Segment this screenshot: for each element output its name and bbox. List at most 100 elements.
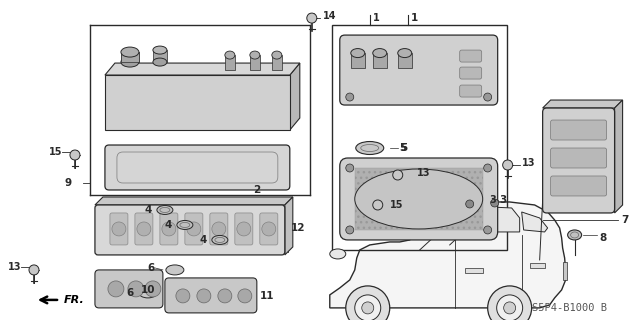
FancyBboxPatch shape [460,85,482,97]
Polygon shape [285,197,293,255]
FancyBboxPatch shape [550,120,606,140]
FancyBboxPatch shape [95,205,285,255]
Circle shape [176,289,190,303]
Bar [153,50,167,62]
FancyArrowPatch shape [40,297,57,303]
Bar [351,53,365,68]
FancyBboxPatch shape [95,270,163,308]
FancyBboxPatch shape [110,213,128,245]
Circle shape [237,222,251,236]
Circle shape [484,226,492,234]
Polygon shape [415,208,455,232]
Text: 3: 3 [499,195,507,205]
Circle shape [362,302,374,314]
Ellipse shape [272,51,282,59]
Text: 8: 8 [599,233,607,243]
Ellipse shape [157,205,173,214]
Ellipse shape [153,46,167,54]
Ellipse shape [153,58,167,66]
Ellipse shape [398,49,412,58]
Bar [331,25,507,250]
Ellipse shape [212,236,228,244]
Bar [250,55,260,70]
Circle shape [484,93,492,101]
Circle shape [373,200,383,210]
FancyBboxPatch shape [260,213,278,245]
Circle shape [262,222,276,236]
Text: 6: 6 [126,288,134,298]
Circle shape [465,200,474,208]
Bar [170,282,252,309]
Text: 1: 1 [373,13,379,23]
Text: 5: 5 [400,143,407,153]
Circle shape [137,222,151,236]
Circle shape [197,289,211,303]
Ellipse shape [166,265,184,275]
Ellipse shape [139,288,157,298]
Circle shape [108,281,124,297]
Polygon shape [455,207,520,232]
Circle shape [346,226,353,234]
Bar [530,263,545,268]
Polygon shape [330,202,565,308]
Ellipse shape [121,57,139,67]
Text: 5: 5 [400,143,406,153]
Bar [121,52,139,62]
FancyBboxPatch shape [235,213,253,245]
Circle shape [355,295,381,320]
Text: 6: 6 [148,263,155,273]
Bar [113,150,282,185]
Text: 4: 4 [165,220,172,230]
Circle shape [218,289,232,303]
Bar [105,75,290,130]
Bar [100,275,158,303]
Circle shape [504,302,516,314]
Bar [562,262,567,280]
Ellipse shape [351,49,365,58]
FancyBboxPatch shape [460,67,482,79]
Bar [107,77,288,128]
Polygon shape [290,63,300,130]
Text: 2: 2 [253,185,260,195]
FancyBboxPatch shape [340,35,498,105]
Ellipse shape [356,141,384,155]
FancyBboxPatch shape [165,278,257,313]
Ellipse shape [567,230,582,240]
Circle shape [187,222,201,236]
Circle shape [503,160,513,170]
Ellipse shape [121,47,139,57]
Text: 3: 3 [490,195,496,205]
Text: 1: 1 [411,13,418,23]
Text: 12: 12 [291,223,305,233]
Circle shape [29,265,39,275]
Bar [465,268,482,273]
Ellipse shape [177,220,193,229]
Circle shape [307,13,317,23]
Circle shape [484,164,492,172]
Text: 9: 9 [65,178,72,188]
FancyBboxPatch shape [543,108,615,213]
FancyBboxPatch shape [160,213,178,245]
FancyBboxPatch shape [105,145,290,190]
Circle shape [162,222,176,236]
FancyBboxPatch shape [340,158,498,240]
Text: 13: 13 [8,262,21,272]
Text: 15: 15 [390,200,403,210]
Circle shape [346,164,353,172]
Bar [373,53,387,68]
FancyBboxPatch shape [135,213,153,245]
Ellipse shape [250,51,260,59]
Polygon shape [521,212,548,232]
Circle shape [128,281,144,297]
Text: S5P4-B1000 B: S5P4-B1000 B [532,303,607,313]
Circle shape [70,150,80,160]
Polygon shape [615,100,623,213]
Circle shape [346,286,390,320]
Polygon shape [105,63,300,75]
Text: 11: 11 [260,291,274,301]
FancyBboxPatch shape [550,148,606,168]
FancyBboxPatch shape [210,213,228,245]
Circle shape [392,170,403,180]
Text: 4: 4 [200,235,207,245]
Polygon shape [543,100,623,108]
